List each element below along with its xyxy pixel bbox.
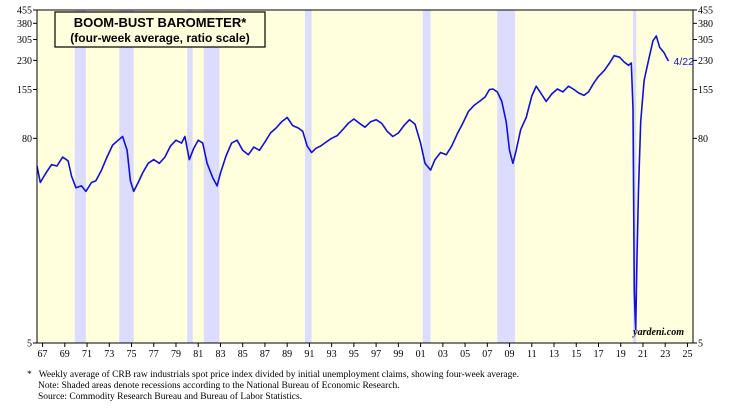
y-tick-label-left: 380 bbox=[17, 19, 32, 30]
last-value-label: 4/22 bbox=[674, 56, 695, 68]
x-tick-label: 71 bbox=[82, 349, 92, 360]
x-tick-label: 15 bbox=[571, 349, 581, 360]
title-box-frame bbox=[54, 11, 266, 48]
x-tick-label: 75 bbox=[127, 349, 137, 360]
x-tick-label: 81 bbox=[193, 349, 203, 360]
x-tick-label: 89 bbox=[282, 349, 292, 360]
y-tick-label-left: 230 bbox=[17, 56, 32, 67]
plot-frame bbox=[36, 9, 694, 344]
x-tick-label: 99 bbox=[393, 349, 403, 360]
recession-band bbox=[497, 10, 516, 343]
x-tick-label: 09 bbox=[505, 349, 515, 360]
chart-subtitle: (four-week average, ratio scale) bbox=[70, 31, 249, 45]
x-tick-label: 23 bbox=[660, 349, 670, 360]
recession-shading bbox=[74, 10, 637, 343]
footnote-recession-note: Note: Shaded areas denote recessions acc… bbox=[38, 381, 400, 391]
y-tick-label-left: 455 bbox=[17, 6, 32, 17]
x-tick-label: 67 bbox=[38, 349, 48, 360]
footnote-marker: * bbox=[27, 370, 32, 380]
series-layer bbox=[36, 35, 670, 331]
chart-title: BOOM-BUST BAROMETER* bbox=[74, 15, 248, 30]
x-tick-label: 95 bbox=[349, 349, 359, 360]
y-tick-label-right: 305 bbox=[698, 35, 713, 46]
y-tick-label-right: 380 bbox=[698, 19, 713, 30]
y-tick-label-right: 5 bbox=[698, 339, 703, 350]
y-tick-label-right: 455 bbox=[698, 6, 713, 17]
x-tick-label: 13 bbox=[549, 349, 559, 360]
y-tick-label-left: 5 bbox=[27, 339, 32, 350]
x-tick-label: 79 bbox=[171, 349, 181, 360]
footnote-definition: * Weekly average of CRB raw industrials … bbox=[27, 370, 519, 380]
x-tick-label: 97 bbox=[371, 349, 381, 360]
recession-band bbox=[304, 10, 312, 343]
x-tick-label: 21 bbox=[638, 349, 648, 360]
recession-band bbox=[632, 10, 637, 343]
y-tick-label-right: 230 bbox=[698, 56, 713, 67]
x-tick-label: 17 bbox=[593, 349, 603, 360]
title-box: BOOM-BUST BAROMETER* (four-week average,… bbox=[54, 11, 266, 48]
x-tick-label: 93 bbox=[327, 349, 337, 360]
recession-band bbox=[187, 10, 193, 343]
series-line bbox=[36, 35, 670, 331]
x-tick-label: 11 bbox=[527, 349, 537, 360]
x-tick-label: 83 bbox=[215, 349, 225, 360]
recession-band bbox=[74, 10, 86, 343]
footnote-text: Weekly average of CRB raw industrials sp… bbox=[38, 370, 519, 380]
x-tick-label: 25 bbox=[682, 349, 692, 360]
y-tick-label-right: 155 bbox=[698, 85, 713, 96]
x-tick-label: 03 bbox=[438, 349, 448, 360]
ticks bbox=[33, 9, 697, 347]
x-tick-label: 73 bbox=[104, 349, 114, 360]
recession-band bbox=[422, 10, 431, 343]
x-tick-label: 77 bbox=[149, 349, 159, 360]
x-tick-label: 05 bbox=[460, 349, 470, 360]
plot-background bbox=[37, 10, 693, 343]
yardeni-watermark: yardeni.com bbox=[632, 327, 684, 338]
recession-band bbox=[119, 10, 134, 343]
y-tick-label-right: 80 bbox=[698, 134, 708, 145]
y-tick-label-left: 80 bbox=[22, 134, 32, 145]
y-tick-label-left: 155 bbox=[17, 85, 32, 96]
x-tick-label: 07 bbox=[482, 349, 492, 360]
y-tick-label-left: 305 bbox=[17, 35, 32, 46]
x-tick-label: 19 bbox=[616, 349, 626, 360]
x-tick-label: 87 bbox=[260, 349, 270, 360]
x-tick-label: 01 bbox=[416, 349, 426, 360]
x-tick-label: 69 bbox=[60, 349, 70, 360]
x-tick-label: 85 bbox=[238, 349, 248, 360]
footnote-source: Source: Commodity Research Bureau and Bu… bbox=[38, 392, 303, 402]
x-tick-label: 91 bbox=[304, 349, 314, 360]
